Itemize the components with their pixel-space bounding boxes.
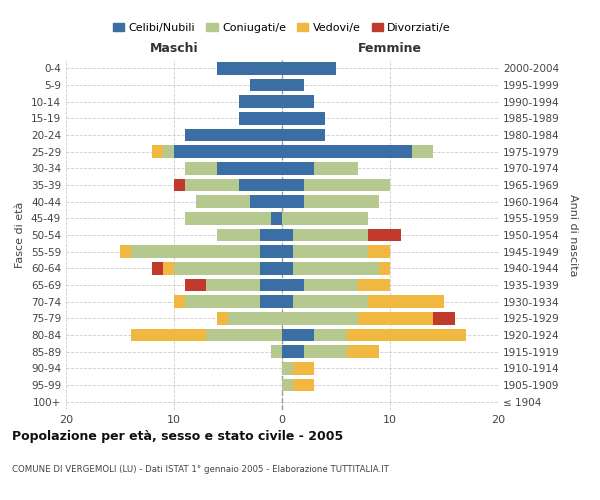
Bar xyxy=(433,312,455,324)
Bar xyxy=(185,212,271,224)
Bar xyxy=(282,246,293,258)
Bar xyxy=(358,312,433,324)
Bar xyxy=(293,362,314,374)
Bar xyxy=(260,246,282,258)
Bar xyxy=(282,262,293,274)
Bar xyxy=(314,162,358,174)
Bar xyxy=(206,279,260,291)
Bar xyxy=(282,279,304,291)
Bar xyxy=(347,329,466,341)
Bar xyxy=(282,112,325,124)
Bar xyxy=(185,279,206,291)
Bar xyxy=(282,346,304,358)
Bar xyxy=(250,196,282,208)
Bar xyxy=(347,346,379,358)
Bar xyxy=(282,329,314,341)
Text: Femmine: Femmine xyxy=(358,42,422,55)
Y-axis label: Anni di nascita: Anni di nascita xyxy=(568,194,578,276)
Bar xyxy=(293,296,368,308)
Bar xyxy=(196,196,250,208)
Bar xyxy=(379,262,390,274)
Bar xyxy=(239,96,282,108)
Bar xyxy=(271,212,282,224)
Bar xyxy=(271,346,282,358)
Bar xyxy=(217,312,228,324)
Bar xyxy=(282,379,293,391)
Bar xyxy=(206,329,282,341)
Bar xyxy=(174,179,185,192)
Bar xyxy=(120,246,131,258)
Bar xyxy=(282,362,293,374)
Bar xyxy=(282,312,358,324)
Bar xyxy=(304,196,379,208)
Bar xyxy=(368,296,444,308)
Bar xyxy=(293,262,379,274)
Bar xyxy=(304,179,390,192)
Bar xyxy=(282,96,314,108)
Bar xyxy=(239,112,282,124)
Bar xyxy=(131,329,206,341)
Bar xyxy=(304,279,358,291)
Bar xyxy=(282,146,412,158)
Bar xyxy=(185,129,282,141)
Y-axis label: Fasce di età: Fasce di età xyxy=(16,202,25,268)
Bar xyxy=(174,146,282,158)
Bar xyxy=(217,229,260,241)
Bar xyxy=(185,162,217,174)
Bar xyxy=(217,162,282,174)
Bar xyxy=(282,62,336,74)
Text: Maschi: Maschi xyxy=(149,42,199,55)
Bar xyxy=(152,262,163,274)
Bar xyxy=(358,279,390,291)
Bar xyxy=(163,262,174,274)
Bar xyxy=(174,296,185,308)
Text: Popolazione per età, sesso e stato civile - 2005: Popolazione per età, sesso e stato civil… xyxy=(12,430,343,443)
Bar xyxy=(293,246,368,258)
Bar xyxy=(260,296,282,308)
Bar xyxy=(282,212,368,224)
Bar xyxy=(163,146,174,158)
Bar xyxy=(239,179,282,192)
Text: COMUNE DI VERGEMOLI (LU) - Dati ISTAT 1° gennaio 2005 - Elaborazione TUTTITALIA.: COMUNE DI VERGEMOLI (LU) - Dati ISTAT 1°… xyxy=(12,465,389,474)
Bar xyxy=(228,312,282,324)
Bar xyxy=(293,379,314,391)
Bar xyxy=(282,162,314,174)
Bar xyxy=(260,262,282,274)
Bar xyxy=(217,62,282,74)
Bar xyxy=(260,229,282,241)
Bar xyxy=(250,79,282,92)
Bar xyxy=(282,179,304,192)
Bar xyxy=(282,229,293,241)
Bar xyxy=(260,279,282,291)
Bar xyxy=(412,146,433,158)
Bar xyxy=(282,296,293,308)
Legend: Celibi/Nubili, Coniugati/e, Vedovi/e, Divorziati/e: Celibi/Nubili, Coniugati/e, Vedovi/e, Di… xyxy=(109,18,455,37)
Bar xyxy=(174,262,260,274)
Bar xyxy=(368,229,401,241)
Bar xyxy=(185,296,260,308)
Bar xyxy=(282,196,304,208)
Bar xyxy=(304,346,347,358)
Bar xyxy=(131,246,260,258)
Bar xyxy=(282,129,325,141)
Bar xyxy=(282,79,304,92)
Bar xyxy=(368,246,390,258)
Bar xyxy=(293,229,368,241)
Bar xyxy=(314,329,347,341)
Bar xyxy=(185,179,239,192)
Bar xyxy=(152,146,163,158)
